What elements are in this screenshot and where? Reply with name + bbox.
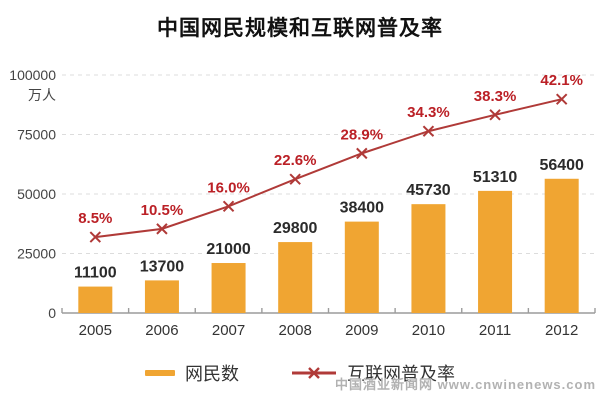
legend: 网民数 互联网普及率	[0, 360, 600, 386]
bar	[344, 221, 379, 313]
legend-label-netizens: 网民数	[185, 364, 239, 384]
y-axis-unit-label: 万人	[28, 87, 56, 103]
percent-label: 22.6%	[274, 152, 317, 169]
bar	[211, 263, 246, 313]
bar-value-label: 29800	[273, 220, 318, 237]
percent-label: 42.1%	[540, 72, 583, 89]
legend-item-penetration: 互联网普及率	[291, 360, 455, 386]
bar	[478, 190, 513, 313]
y-tick-label: 25000	[17, 246, 56, 262]
x-tick-label: 2006	[145, 322, 178, 339]
x-tick-label: 2010	[412, 322, 445, 339]
bar	[544, 178, 579, 313]
bar-value-label: 51310	[473, 169, 518, 186]
bar-value-label: 38400	[340, 200, 385, 217]
percent-label: 34.3%	[407, 104, 450, 121]
percent-label: 38.3%	[474, 88, 517, 105]
x-tick-label: 2008	[279, 322, 312, 339]
percent-label: 28.9%	[341, 126, 384, 143]
legend-label-penetration: 互联网普及率	[347, 364, 455, 384]
x-marker	[89, 231, 102, 243]
x-tick-label: 2007	[212, 322, 245, 339]
bar-value-label: 21000	[206, 241, 251, 258]
x-tick-label: 2005	[79, 322, 112, 339]
x-marker	[156, 223, 168, 235]
bar-swatch-icon	[145, 370, 175, 376]
percent-label: 16.0%	[207, 179, 250, 196]
x-marker	[289, 173, 301, 185]
bar	[278, 242, 313, 313]
x-marker	[422, 125, 435, 137]
bar	[78, 286, 113, 313]
chart-title: 中国网民规模和互联网普及率	[157, 17, 443, 40]
watermark: 中国酒业新闻网 www.cnwinenews.com	[335, 377, 596, 392]
y-tick-label: 75000	[17, 127, 56, 143]
bar-value-label: 45730	[406, 182, 451, 199]
bar-value-label: 56400	[539, 157, 584, 174]
x-tick-label: 2012	[545, 322, 578, 339]
y-tick-label: 0	[48, 305, 56, 321]
x-marker	[356, 147, 368, 160]
bar	[411, 204, 446, 313]
x-marker	[489, 109, 501, 121]
bar-value-label: 13700	[140, 258, 185, 275]
x-marker	[555, 93, 568, 105]
x-tick-label: 2009	[345, 322, 378, 339]
percent-label: 10.5%	[141, 202, 184, 219]
bar	[144, 280, 179, 313]
y-tick-label: 100000	[9, 67, 56, 83]
line-x-marker-icon	[292, 367, 336, 379]
percent-label: 8.5%	[78, 210, 112, 227]
penetration-line	[95, 98, 562, 239]
y-tick-label: 50000	[17, 186, 56, 202]
x-marker	[222, 200, 235, 213]
legend-item-netizens: 网民数	[145, 360, 239, 386]
bar-value-label: 11100	[74, 265, 117, 282]
x-tick-label: 2011	[479, 322, 511, 339]
